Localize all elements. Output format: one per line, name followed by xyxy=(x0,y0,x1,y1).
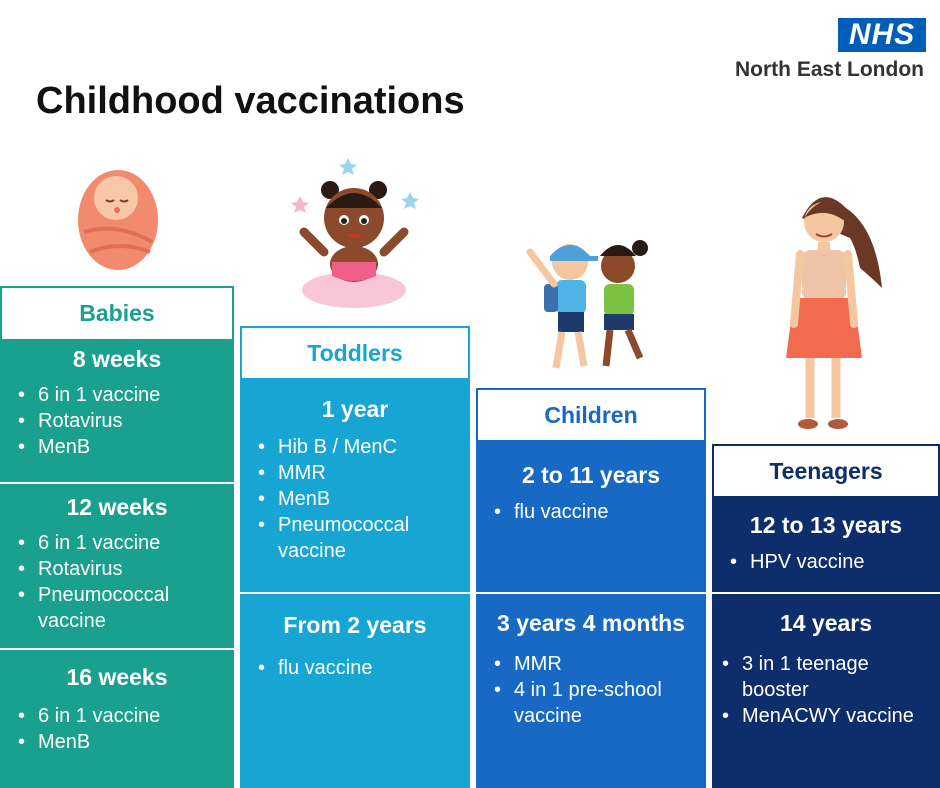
babies-column: Babies 8 weeks 6 in 1 vaccine Rotavirus … xyxy=(0,286,234,788)
section-heading: 12 to 13 years xyxy=(749,512,903,538)
children-3-years-4-months-section: 3 years 4 months MMR 4 in 1 pre-school v… xyxy=(476,610,706,729)
vaccine-item: MMR xyxy=(258,460,470,486)
section-heading: 8 weeks xyxy=(72,346,162,372)
vaccine-item: MenB xyxy=(18,729,234,755)
nhs-region-name: North East London xyxy=(735,58,924,81)
babies-12-weeks-section: 12 weeks 6 in 1 vaccine Rotavirus Pneumo… xyxy=(0,494,234,634)
vaccine-item: Hib B / MenC xyxy=(258,434,470,460)
children-column: Children 2 to 11 years flu vaccine 3 yea… xyxy=(476,388,706,788)
toddlers-header: Toddlers xyxy=(240,326,470,380)
section-divider xyxy=(476,592,706,594)
vaccine-item: 4 in 1 pre-school vaccine xyxy=(494,677,684,729)
vaccine-item: Pneumococcal vaccine xyxy=(258,512,428,564)
vaccine-item: HPV vaccine xyxy=(730,549,940,575)
vaccine-item: 6 in 1 vaccine xyxy=(18,703,234,729)
vaccine-item: flu vaccine xyxy=(258,655,470,681)
babies-header: Babies xyxy=(0,286,234,341)
teenagers-header: Teenagers xyxy=(712,444,940,498)
section-divider xyxy=(240,592,470,594)
vaccine-item: MenB xyxy=(258,486,470,512)
nhs-logo: NHS xyxy=(838,18,926,52)
vaccine-item: flu vaccine xyxy=(494,499,706,525)
teenagers-column: Teenagers 12 to 13 years HPV vaccine 14 … xyxy=(712,444,940,788)
page-title: Childhood vaccinations xyxy=(36,80,465,122)
children-illustration xyxy=(526,240,648,369)
section-heading: From 2 years xyxy=(283,612,427,638)
vaccine-item: Rotavirus xyxy=(18,556,234,582)
teenagers-14-years-section: 14 years 3 in 1 teenage booster MenACWY … xyxy=(712,610,940,729)
toddler-illustration xyxy=(291,158,419,308)
toddlers-1-year-section: 1 year Hib B / MenC MMR MenB Pneumococca… xyxy=(240,396,470,564)
section-divider xyxy=(0,482,234,484)
babies-16-weeks-section: 16 weeks 6 in 1 vaccine MenB xyxy=(0,664,234,755)
vaccine-item: Rotavirus xyxy=(18,408,234,434)
vaccine-item: 6 in 1 vaccine xyxy=(18,382,234,408)
babies-8-weeks-section: 8 weeks 6 in 1 vaccine Rotavirus MenB xyxy=(0,346,234,460)
teenager-illustration xyxy=(786,197,882,429)
section-divider xyxy=(712,592,940,594)
section-heading: 1 year xyxy=(321,396,389,422)
vaccine-item: MenACWY vaccine xyxy=(722,703,940,729)
vaccine-item: 6 in 1 vaccine xyxy=(18,530,234,556)
toddlers-column: Toddlers 1 year Hib B / MenC MMR MenB Pn… xyxy=(240,326,470,788)
section-heading: 2 to 11 years xyxy=(521,462,661,488)
vaccine-item: 3 in 1 teenage booster xyxy=(722,651,912,703)
teenagers-12-to-13-years-section: 12 to 13 years HPV vaccine xyxy=(712,512,940,575)
section-heading: 14 years xyxy=(779,610,873,636)
section-heading: 16 weeks xyxy=(66,664,168,690)
vaccine-item: MMR xyxy=(494,651,706,677)
children-2-to-11-years-section: 2 to 11 years flu vaccine xyxy=(476,462,706,525)
children-header: Children xyxy=(476,388,706,442)
vaccine-item: Pneumococcal vaccine xyxy=(18,582,198,634)
toddlers-from-2-years-section: From 2 years flu vaccine xyxy=(240,612,470,681)
vaccine-item: MenB xyxy=(18,434,234,460)
section-heading: 3 years 4 months xyxy=(497,610,685,636)
section-divider xyxy=(0,648,234,650)
section-heading: 12 weeks xyxy=(66,494,168,520)
baby-illustration xyxy=(78,170,158,270)
